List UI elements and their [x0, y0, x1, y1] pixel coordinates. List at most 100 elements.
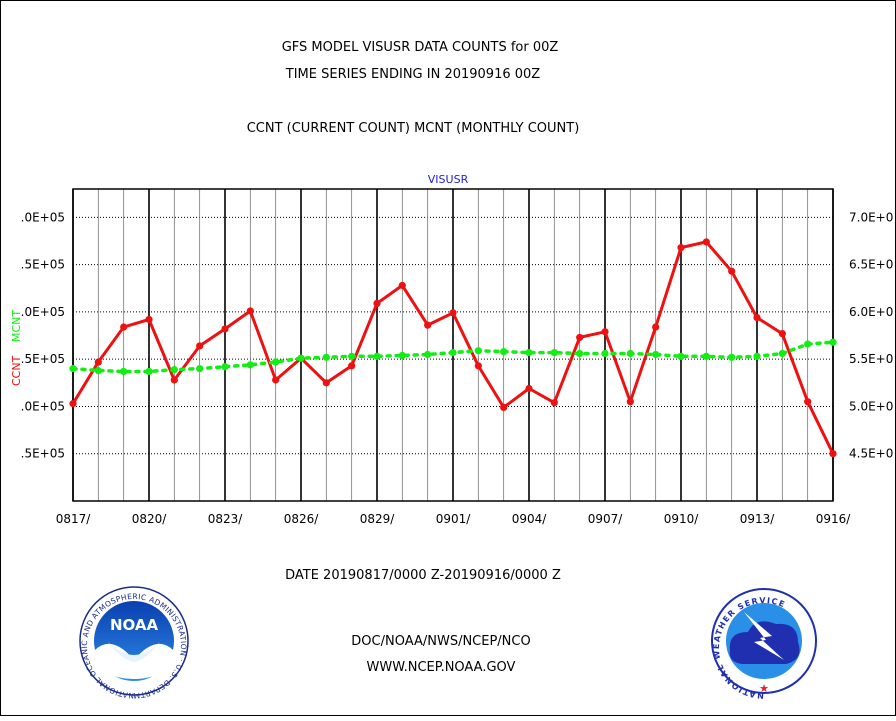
x-tick-label: 0817/ [56, 512, 92, 526]
data-point-mcnt [94, 366, 102, 375]
x-axis-label: DATE 20190817/0000 Z-20190916/0000 Z [285, 568, 561, 583]
star-icon: ★ [759, 682, 769, 695]
x-tick-label: 0829/ [360, 512, 396, 526]
left-axis-label-mcnt: MCNT [10, 310, 23, 342]
nws-logo: ★ NATIONAL WEATHER SERVICE [711, 588, 817, 700]
data-point-mcnt [69, 365, 77, 373]
x-tick-label: 0820/ [132, 512, 168, 526]
data-point-mcnt [196, 365, 204, 373]
data-point-mcnt [778, 349, 786, 358]
data-point-mcnt [829, 338, 837, 346]
data-point-ccnt [500, 403, 508, 411]
left-tick-label: .0E+05 [21, 399, 65, 413]
data-point-ccnt [550, 399, 558, 407]
data-point-mcnt [322, 353, 330, 361]
x-tick-label: 0910/ [664, 512, 700, 526]
footer-line-2: WWW.NCEP.NOAA.GOV [367, 660, 516, 675]
plot-area: .0E+05 7.0E+0 .5E+05 6.5E+0 .0E+05 6.0E+0 .5E+… [21, 188, 893, 526]
data-point-mcnt [348, 352, 356, 360]
data-point-ccnt [829, 450, 837, 458]
data-point-mcnt [398, 351, 406, 359]
data-point-mcnt [525, 348, 533, 357]
footer-line-1: DOC/NOAA/NWS/NCEP/NCO [351, 634, 530, 649]
x-tick-label: 0913/ [740, 512, 776, 526]
data-point-ccnt [120, 323, 128, 331]
data-point-mcnt [677, 352, 685, 360]
data-point-mcnt [170, 365, 178, 374]
right-tick-label: 7.0E+0 [849, 210, 893, 224]
data-point-ccnt [778, 330, 786, 338]
data-point-ccnt [246, 307, 254, 315]
data-point-ccnt [69, 400, 77, 408]
right-tick-label: 4.5E+0 [849, 447, 893, 461]
data-point-ccnt [398, 281, 406, 290]
data-point-mcnt [728, 353, 736, 361]
noaa-logo-text: NOAA [110, 616, 159, 634]
left-tick-label: .5E+05 [21, 447, 65, 461]
left-tick-label: .5E+05 [21, 352, 65, 366]
data-point-ccnt [804, 398, 812, 406]
data-point-mcnt [246, 361, 254, 369]
data-point-ccnt [652, 323, 660, 331]
chart-title-line-2: TIME SERIES ENDING IN 20190916 00Z [285, 67, 541, 82]
data-point-mcnt [297, 354, 305, 362]
data-point-mcnt [601, 349, 609, 358]
data-point-mcnt [804, 340, 812, 348]
data-point-ccnt [474, 362, 482, 370]
right-tick-label: 5.0E+0 [849, 399, 893, 413]
data-point-mcnt [474, 347, 482, 355]
data-point-ccnt [626, 398, 634, 406]
data-point-ccnt [145, 315, 153, 324]
x-tick-label: 0826/ [284, 512, 320, 526]
data-point-ccnt [94, 358, 102, 366]
data-point-mcnt [145, 367, 153, 376]
data-point-ccnt [702, 238, 710, 246]
data-point-mcnt [500, 348, 508, 356]
x-tick-label: 0823/ [208, 512, 244, 526]
chart-subtitle: CCNT (CURRENT COUNT) MCNT (MONTHLY COUNT… [247, 121, 580, 136]
data-point-ccnt [601, 328, 609, 336]
noaa-logo: NOAA NATIONAL OCEANIC AND ATMOSPHERIC AD… [0, 0, 189, 700]
data-point-ccnt [576, 333, 584, 342]
left-tick-label: .5E+05 [21, 258, 65, 272]
x-tick-label: 0901/ [436, 512, 472, 526]
data-point-mcnt [550, 348, 558, 357]
data-point-mcnt [652, 350, 660, 359]
data-point-ccnt [272, 376, 280, 384]
data-point-ccnt [170, 376, 178, 384]
right-tick-label: 6.0E+0 [849, 305, 893, 319]
panel-label: VISUSR [428, 173, 469, 186]
data-point-ccnt [449, 309, 457, 317]
data-point-ccnt [348, 362, 356, 370]
data-point-mcnt [626, 349, 634, 358]
x-tick-label: 0916/ [816, 512, 852, 526]
right-tick-label: 6.5E+0 [849, 258, 893, 272]
data-point-ccnt [424, 321, 432, 329]
data-point-mcnt [702, 352, 710, 360]
data-point-ccnt [677, 244, 685, 252]
data-point-mcnt [449, 348, 457, 357]
data-point-ccnt [196, 342, 204, 350]
x-tick-label: 0907/ [588, 512, 624, 526]
left-tick-label: .0E+05 [21, 305, 65, 319]
right-tick-label: 5.5E+0 [849, 352, 893, 366]
left-axis-label-ccnt: CCNT [10, 355, 23, 386]
data-point-ccnt [728, 267, 736, 275]
data-point-mcnt [424, 350, 432, 359]
data-point-mcnt [120, 367, 128, 376]
data-point-mcnt [576, 349, 584, 358]
chart-title-line-1: GFS MODEL VISUSR DATA COUNTS for 00Z [282, 40, 559, 55]
data-point-mcnt [272, 358, 280, 366]
data-point-mcnt [221, 363, 229, 371]
x-tick-label: 0904/ [512, 512, 548, 526]
data-point-ccnt [322, 379, 330, 387]
data-point-ccnt [373, 299, 381, 307]
data-point-ccnt [221, 325, 229, 333]
data-point-ccnt [525, 384, 533, 393]
data-point-mcnt [373, 352, 381, 360]
left-tick-label: .0E+05 [21, 210, 65, 224]
data-point-mcnt [753, 352, 761, 360]
data-point-ccnt [753, 313, 761, 322]
